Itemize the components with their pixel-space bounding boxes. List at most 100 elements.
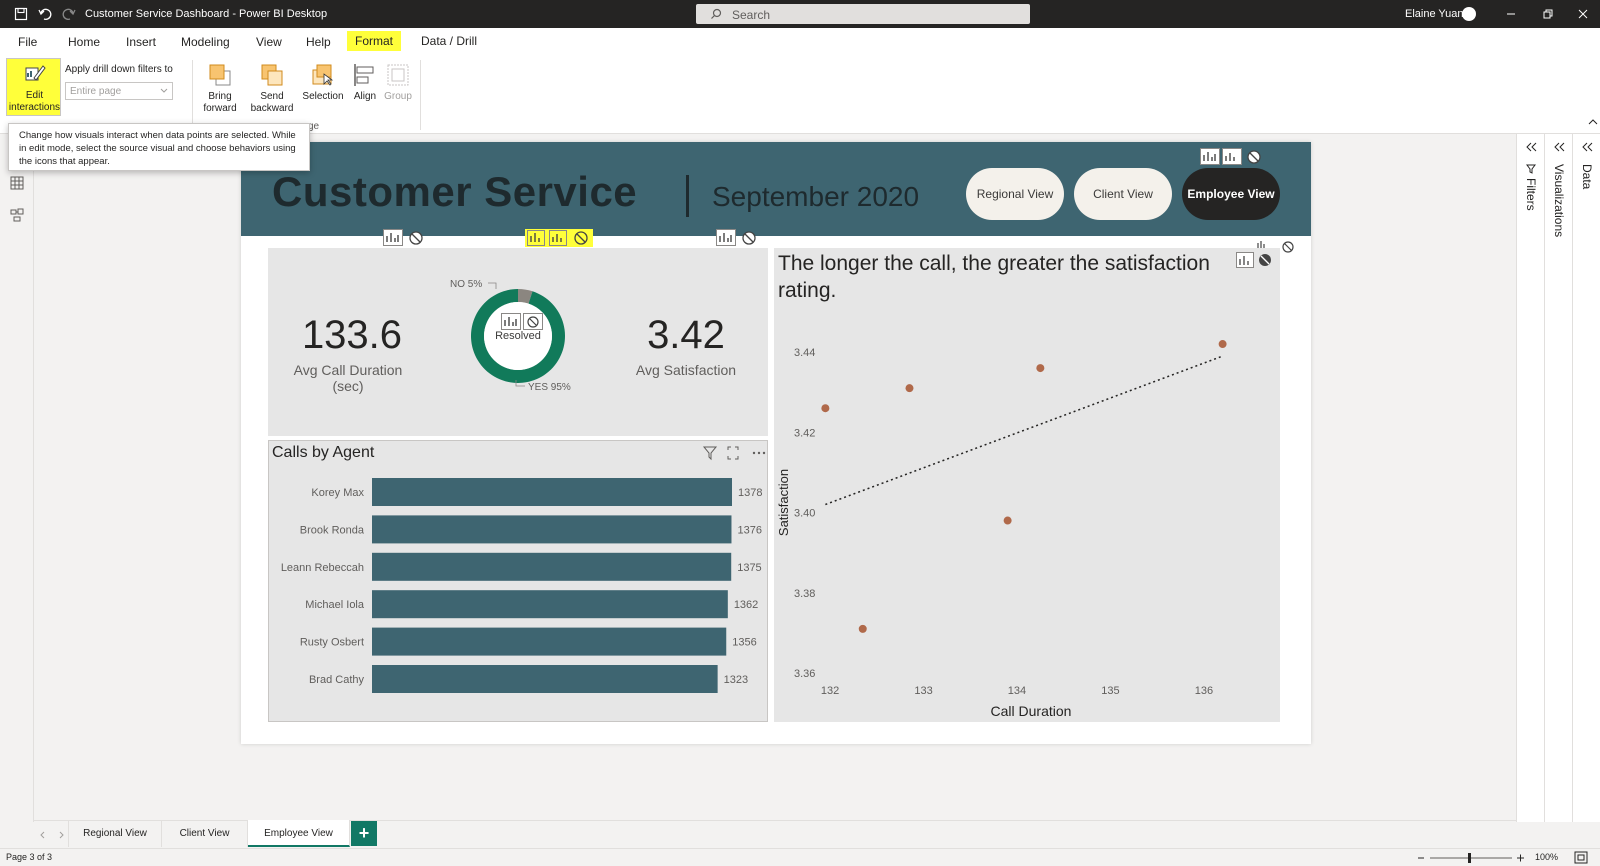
group-icon (387, 64, 409, 86)
scatter-point (905, 384, 914, 393)
bar-value-label: 1375 (737, 562, 761, 574)
restore-icon[interactable] (1541, 7, 1555, 21)
scatter-point (821, 404, 830, 413)
calls-by-agent-chart[interactable]: Korey Max 1378 Brook Ronda 1376 Leann Rebecc… (268, 470, 768, 715)
drill-filters-label: Apply drill down filters to (65, 64, 173, 75)
expand-visualizations-icon[interactable] (1553, 142, 1565, 152)
window-title: Customer Service Dashboard - Power BI De… (85, 8, 328, 20)
menu-file[interactable]: File (18, 35, 38, 49)
visualizations-pane-label: Visualizations (1552, 164, 1566, 238)
nav-employee-view-button[interactable]: Employee View (1182, 168, 1280, 220)
y-tick-label: 3.44 (794, 347, 815, 359)
avg-call-duration-label: Avg Call Duration (sec) (293, 362, 403, 394)
user-name: Elaine Yuan (1405, 8, 1464, 20)
minimize-icon[interactable] (1504, 7, 1518, 21)
nav-client-view-button[interactable]: Client View (1074, 168, 1172, 220)
selection-button[interactable]: Selection (302, 91, 344, 102)
menu-help[interactable]: Help (306, 35, 331, 49)
menu-home[interactable]: Home (68, 35, 101, 49)
data-pane-label: Data (1580, 164, 1594, 190)
bar-category-label: Brook Ronda (300, 524, 365, 536)
page-subtitle: September 2020 (712, 181, 920, 212)
kpi2-interaction-icons[interactable] (716, 229, 760, 247)
bar (372, 665, 718, 693)
focus-mode-icon (727, 446, 739, 460)
y-tick-label: 3.38 (794, 588, 815, 600)
ribbon-separator (420, 60, 421, 130)
menu-insert[interactable]: Insert (126, 35, 157, 49)
fit-to-page-icon[interactable] (1574, 851, 1588, 864)
satisfaction-scatter-panel[interactable] (774, 248, 1280, 722)
avatar[interactable] (1462, 7, 1476, 21)
donut-leader-yes (515, 380, 525, 387)
search-placeholder: Search (732, 8, 771, 22)
zoom-slider[interactable] (1416, 852, 1526, 864)
bar-category-label: Leann Rebeccah (281, 562, 364, 574)
bring-forward-icon (209, 64, 231, 86)
expand-data-icon[interactable] (1581, 142, 1593, 152)
avg-call-duration-value: 133.6 (301, 313, 403, 357)
search-input[interactable]: Search (696, 4, 1030, 24)
drill-filters-select[interactable]: Entire page (65, 82, 173, 100)
tab-regional-view[interactable]: Regional View (68, 820, 162, 847)
edit-interactions-button[interactable]: Edit interactions (6, 58, 61, 116)
menu-modeling[interactable]: Modeling (181, 35, 230, 49)
filters-pane[interactable]: Filters (1516, 134, 1544, 822)
donut-inner-interaction-icons[interactable] (501, 313, 545, 331)
donut-interaction-icons-selected[interactable] (525, 229, 593, 247)
undo-icon[interactable] (38, 7, 52, 21)
collapse-ribbon-icon[interactable] (1588, 118, 1598, 126)
save-icon[interactable] (14, 7, 28, 21)
edit-interactions-label: Edit interactions (8, 90, 61, 113)
bar-category-label: Brad Cathy (309, 674, 365, 686)
menu-data-drill[interactable]: Data / Drill (413, 31, 486, 53)
nav-regional-view-button[interactable]: Regional View (966, 168, 1064, 220)
avg-satisfaction-label: Avg Satisfaction (635, 362, 737, 378)
donut-slice-no (518, 289, 533, 304)
bar-category-label: Korey Max (311, 487, 364, 499)
bring-forward-button[interactable]: Bring forward (203, 91, 237, 114)
status-bar: Page 3 of 3 100% (0, 848, 1600, 866)
model-view-icon[interactable] (10, 208, 24, 222)
page-title: Customer Service (272, 168, 638, 215)
edit-interactions-tooltip: Change how visuals interact when data po… (8, 123, 310, 171)
expand-filters-icon[interactable] (1525, 142, 1537, 152)
align-button[interactable]: Align (353, 91, 377, 102)
chevron-down-icon (160, 88, 168, 93)
table-view-icon[interactable] (10, 176, 24, 190)
tab-employee-view[interactable]: Employee View (248, 820, 350, 847)
header-interaction-icons[interactable] (1200, 148, 1264, 166)
bar (372, 627, 727, 656)
scatter-point (1036, 364, 1045, 373)
y-axis-label: Satisfaction (776, 469, 791, 536)
satisfaction-scatter-chart[interactable]: 3.36 3.38 3.40 3.42 3.44 132 133 134 135 136 Call … (774, 320, 1280, 722)
zoom-level: 100% (1535, 852, 1559, 862)
visualizations-pane[interactable]: Visualizations (1544, 134, 1572, 822)
search-icon (711, 8, 722, 19)
send-backward-button[interactable]: Send backward (250, 91, 294, 114)
x-axis-label: Call Duration (991, 703, 1072, 719)
data-pane[interactable]: Data (1572, 134, 1600, 822)
group-button[interactable]: Group (384, 91, 412, 102)
tab-client-view[interactable]: Client View (162, 820, 248, 847)
add-page-button[interactable]: + (351, 821, 377, 846)
scatter-interaction-icons[interactable] (1232, 240, 1296, 270)
bar-category-label: Michael Iola (305, 599, 365, 611)
redo-icon[interactable] (62, 7, 76, 21)
tab-scroll-arrows[interactable] (38, 831, 68, 839)
menu-view[interactable]: View (256, 35, 282, 49)
donut-label-yes: YES 95% (528, 382, 571, 393)
close-icon[interactable] (1576, 7, 1590, 21)
kpi-interaction-icons[interactable] (383, 229, 427, 247)
ribbon: Edit interactions Apply drill down filte… (0, 56, 1600, 134)
scatter-point (1003, 516, 1012, 525)
scatter-title: The longer the call, the greater the sat… (778, 252, 1210, 302)
bar-value-label: 1376 (737, 524, 761, 536)
filters-pane-label: Filters (1524, 178, 1538, 211)
menu-format[interactable]: Format (347, 31, 402, 51)
scatter-point (858, 624, 867, 633)
calls-by-agent-title: Calls by Agent (272, 444, 375, 461)
bar-category-label: Rusty Osbert (300, 637, 364, 649)
resolved-donut-chart[interactable]: Resolved NO 5% YES 95% (438, 276, 598, 406)
bar (372, 515, 732, 544)
